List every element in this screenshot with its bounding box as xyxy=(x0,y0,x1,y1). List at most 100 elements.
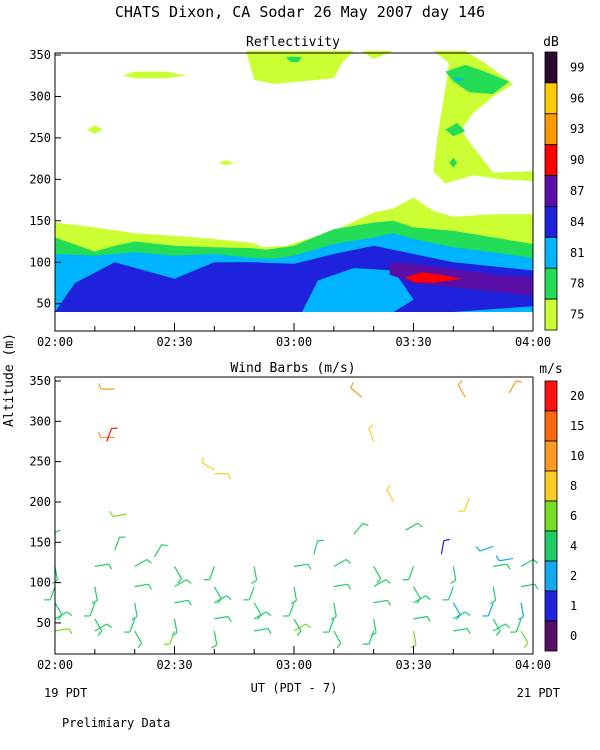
wind-barb xyxy=(243,586,255,601)
wind-barbs-x-tick-label: 03:00 xyxy=(276,658,312,672)
reflectivity-contour-81-pocket xyxy=(302,268,414,312)
reflectivity-colorbar-label: 90 xyxy=(570,153,584,167)
wind-barb xyxy=(293,618,302,637)
wind-barb xyxy=(171,618,178,637)
reflectivity-colorbar-label: 96 xyxy=(570,91,584,105)
wind-barbs-y-axis: 50 100 150 200 250 300 350 xyxy=(29,374,61,630)
footnote: Prelimiary Data xyxy=(62,716,170,730)
wind-barb xyxy=(44,586,56,601)
wind-barb xyxy=(94,623,112,632)
wind-barb xyxy=(453,611,471,620)
reflectivity-colorbar-label: 84 xyxy=(570,215,584,229)
reflectivity-colorbar-swatch xyxy=(544,51,558,84)
reflectivity-y-tick-label: 350 xyxy=(29,48,51,62)
y-axis-label: Altitude (m) xyxy=(2,333,17,427)
wind-colorbar-swatch xyxy=(544,560,558,592)
wind-barbs-frame xyxy=(54,376,534,655)
reflectivity-x-tick-label: 02:30 xyxy=(156,335,192,349)
wind-barb xyxy=(154,544,168,558)
wind-barb xyxy=(131,602,138,621)
wind-barb xyxy=(54,602,63,620)
reflectivity-x-tick-label: 03:30 xyxy=(395,335,431,349)
wind-colorbar-label: 10 xyxy=(570,449,584,463)
wind-barb xyxy=(211,630,218,649)
wind-barb xyxy=(353,522,369,535)
wind-barb xyxy=(413,595,431,604)
wind-barb xyxy=(493,563,511,570)
wind-colorbar-label: 8 xyxy=(570,479,577,493)
wind-barb xyxy=(368,423,375,442)
reflectivity-colorbar-swatch xyxy=(544,175,558,207)
wind-barb xyxy=(98,383,115,390)
reflectivity-colorbar-label: 81 xyxy=(570,246,584,260)
wind-barb xyxy=(283,602,295,617)
wind-colorbar-swatch xyxy=(544,380,558,412)
wind-barb xyxy=(452,602,461,620)
wind-barb xyxy=(293,623,312,632)
wind-barb xyxy=(520,583,539,590)
wind-colorbar-swatch xyxy=(544,440,558,472)
reflectivity-contour-75-blob xyxy=(218,160,235,166)
wind-barb xyxy=(386,484,395,503)
wind-barb xyxy=(453,627,471,635)
reflectivity-x-tick-label: 04:00 xyxy=(515,335,551,349)
wind-barb xyxy=(91,586,98,605)
wind-barb xyxy=(457,379,466,398)
wind-barb xyxy=(253,611,272,620)
reflectivity-colorbar-swatch xyxy=(544,298,558,331)
reflectivity-contour-84 xyxy=(55,245,533,312)
wind-barb xyxy=(214,615,232,622)
wind-barb xyxy=(213,586,222,604)
wind-barb xyxy=(333,583,352,590)
wind-barb xyxy=(214,595,232,604)
wind-barb xyxy=(412,586,422,604)
wind-barb xyxy=(290,586,298,605)
wind-colorbar-swatch xyxy=(544,500,558,532)
wind-colorbar-label: 2 xyxy=(570,569,577,583)
wind-barb xyxy=(251,566,258,584)
reflectivity-colorbar-swatch xyxy=(544,113,558,146)
wind-colorbar-label: 0 xyxy=(570,629,577,643)
wind-barb xyxy=(520,558,539,568)
reflectivity-y-axis: 50 100 150 200 250 300 350 xyxy=(29,48,61,311)
wind-colorbar-swatch xyxy=(544,620,558,652)
end-local-time: 21 PDT xyxy=(517,686,560,700)
wind-barbs-y-tick-label: 150 xyxy=(29,535,51,549)
wind-barb xyxy=(174,599,192,606)
wind-barb xyxy=(350,382,363,398)
wind-barb xyxy=(475,545,494,552)
reflectivity-contour-87 xyxy=(389,262,533,296)
wind-barbs-y-tick-label: 300 xyxy=(29,414,51,428)
reflectivity-contour-90 xyxy=(405,272,462,283)
wind-colorbar-unit: m/s xyxy=(539,362,562,377)
reflectivity-contour-78-upper xyxy=(449,157,458,168)
wind-colorbar-swatch xyxy=(544,590,558,622)
wind-colorbar-label: 6 xyxy=(570,509,577,523)
wind-barbs-x-tick-label: 04:00 xyxy=(515,658,551,672)
wind-barb xyxy=(333,558,351,568)
reflectivity-colorbar-unit: dB xyxy=(543,35,559,50)
wind-barb xyxy=(323,618,335,633)
reflectivity-x-tick-label: 03:00 xyxy=(276,335,312,349)
x-axis-label: UT (PDT - 7) xyxy=(251,681,338,695)
wind-barb xyxy=(520,630,529,649)
reflectivity-contour-81-upper xyxy=(453,77,466,82)
reflectivity-colorbar-label: 87 xyxy=(570,184,584,198)
wind-barbs-y-tick-label: 50 xyxy=(37,616,51,630)
reflectivity-colorbar-label: 99 xyxy=(570,60,584,74)
reflectivity-colorbar-swatch xyxy=(544,82,558,115)
wind-barb xyxy=(440,538,450,555)
wind-barb xyxy=(362,630,375,645)
wind-colorbar-label: 1 xyxy=(570,599,577,613)
wind-barb xyxy=(98,431,115,439)
reflectivity-colorbar-label: 75 xyxy=(570,308,584,322)
wind-colorbar-swatch xyxy=(544,470,558,502)
reflectivity-colorbar-swatch xyxy=(544,236,558,269)
reflectivity-y-tick-label: 150 xyxy=(29,214,51,228)
wind-barb xyxy=(109,511,127,518)
reflectivity-contour-78-upper xyxy=(445,64,510,94)
wind-barbs-y-tick-label: 350 xyxy=(29,374,51,388)
